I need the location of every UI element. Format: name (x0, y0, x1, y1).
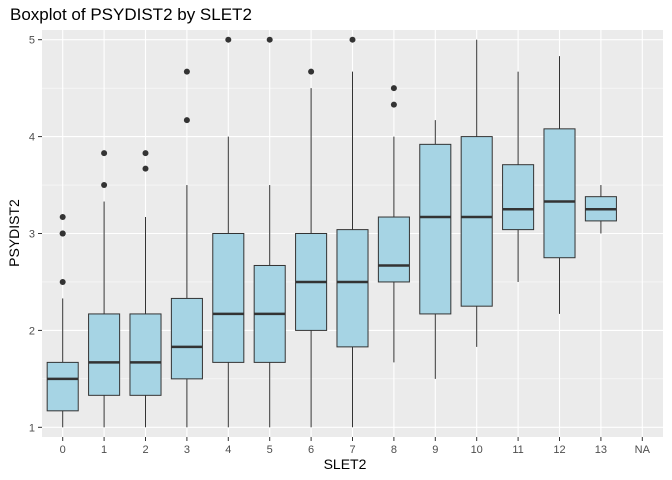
y-tick-label: 2 (29, 325, 35, 337)
x-tick-label: 0 (60, 444, 66, 456)
box-13 (584, 185, 617, 234)
box-2 (129, 150, 162, 428)
x-tick-label: 1 (101, 444, 107, 456)
x-tick-label: 2 (142, 444, 148, 456)
x-tick-label: 12 (553, 444, 565, 456)
x-tick-label: 9 (432, 444, 438, 456)
outlier-point (59, 278, 66, 285)
box-11 (502, 71, 535, 282)
x-tick-label: NA (635, 444, 651, 456)
box-4 (212, 36, 245, 428)
box-body (543, 128, 576, 259)
box-7 (336, 36, 369, 428)
x-tick-label: 5 (267, 444, 273, 456)
outlier-point (390, 85, 397, 92)
outlier-point (142, 150, 149, 157)
x-tick-label: 6 (308, 444, 314, 456)
box-body (377, 216, 410, 283)
y-tick-label: 1 (29, 422, 35, 434)
outlier-point (183, 68, 190, 75)
y-axis-ticks: 1 2 3 4 5 (29, 35, 42, 434)
outlier-point (183, 117, 190, 124)
x-tick-label: 7 (349, 444, 355, 456)
box-body (460, 136, 493, 307)
outlier-point (59, 230, 66, 237)
box-3 (170, 68, 203, 428)
x-tick-label: 10 (471, 444, 483, 456)
outlier-point (390, 101, 397, 108)
box-body (170, 297, 203, 380)
box-body (502, 164, 535, 231)
x-tick-label: 8 (391, 444, 397, 456)
x-axis-ticks: 0 1 2 3 4 5 6 7 8 9 10 11 12 13 NA (60, 437, 651, 456)
box-9 (419, 120, 452, 379)
outlier-point (101, 182, 108, 189)
outlier-point (266, 36, 273, 43)
chart-title: Boxplot of PSYDIST2 by SLET2 (10, 5, 252, 24)
box-1 (88, 150, 121, 428)
y-axis-title: PSYDIST2 (6, 199, 22, 267)
box-body (129, 313, 162, 396)
box-10 (460, 39, 493, 347)
y-tick-label: 3 (29, 229, 35, 241)
x-tick-label: 4 (225, 444, 231, 456)
outlier-point (101, 150, 108, 157)
box-body (212, 233, 245, 363)
box-body (336, 229, 369, 348)
x-tick-label: 13 (595, 444, 607, 456)
boxes (46, 36, 617, 428)
outlier-point (349, 36, 356, 43)
box-body (46, 361, 79, 412)
box-0 (46, 214, 79, 428)
box-body (419, 143, 452, 315)
outlier-point (225, 36, 232, 43)
x-tick-label: 3 (184, 444, 190, 456)
outlier-point (59, 214, 66, 221)
y-tick-label: 4 (29, 132, 35, 144)
y-tick-label: 5 (29, 35, 35, 47)
box-body (88, 313, 121, 396)
outlier-point (142, 165, 149, 172)
box-12 (543, 56, 576, 314)
box-6 (295, 68, 328, 428)
outlier-point (308, 68, 315, 75)
x-tick-label: 11 (512, 444, 523, 456)
box-5 (253, 36, 286, 428)
x-axis-title: SLET2 (324, 456, 367, 472)
box-8 (377, 85, 410, 363)
